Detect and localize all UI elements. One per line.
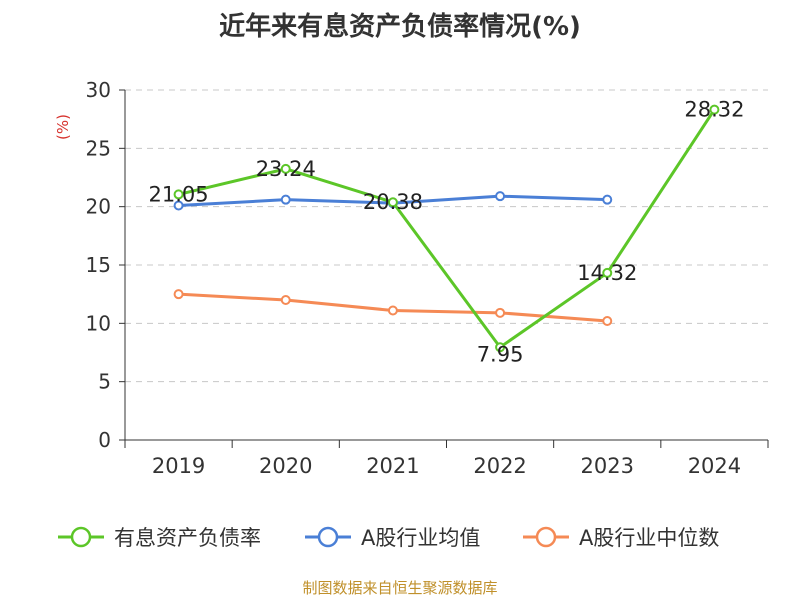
y-tick-label: 25 [86, 136, 111, 160]
legend-marker [535, 526, 557, 548]
x-tick-label: 2022 [473, 454, 526, 478]
y-tick-label: 20 [86, 195, 111, 219]
legend-label: 有息资产负债率 [114, 526, 261, 550]
x-tick-label: 2023 [581, 454, 634, 478]
y-tick-label: 10 [86, 311, 111, 335]
x-tick-label: 2019 [152, 454, 205, 478]
x-tick-label: 2020 [259, 454, 312, 478]
chart-title: 近年来有息资产负债率情况(%) [219, 12, 581, 42]
legend-marker [70, 526, 92, 548]
y-tick-label: 15 [86, 253, 111, 277]
data-point [280, 163, 291, 174]
y-tick-label: 30 [86, 78, 111, 102]
data-point [602, 316, 613, 326]
data-point [602, 194, 613, 205]
data-label: 28.32 [684, 98, 744, 122]
data-label: 7.95 [477, 342, 524, 366]
data-label: 23.24 [256, 157, 316, 181]
series-line [178, 108, 716, 349]
y-axis-label: (%) [54, 114, 72, 140]
data-label: 14.32 [577, 261, 637, 285]
data-label: 20.38 [363, 190, 423, 214]
legend-label: A股行业中位数 [579, 526, 719, 550]
data-point [387, 197, 398, 208]
data-point [173, 189, 184, 200]
data-point [387, 305, 398, 316]
data-point [495, 342, 506, 353]
data-point [280, 295, 291, 305]
data-point [495, 191, 506, 202]
x-tick-label: 2024 [688, 454, 741, 478]
legend-label: A股行业均值 [361, 526, 480, 550]
data-point [602, 267, 613, 278]
y-tick-label: 5 [98, 370, 111, 394]
legend-marker [317, 526, 339, 548]
y-tick-label: 0 [98, 428, 111, 452]
data-label: 21.05 [149, 182, 209, 206]
data-point [173, 289, 184, 300]
data-point [280, 194, 291, 205]
data-point [173, 200, 184, 211]
data-point [495, 307, 506, 318]
source-footer: 制图数据来自恒生聚源数据库 [302, 579, 498, 597]
x-tick-label: 2021 [366, 454, 419, 478]
data-point [709, 104, 720, 115]
